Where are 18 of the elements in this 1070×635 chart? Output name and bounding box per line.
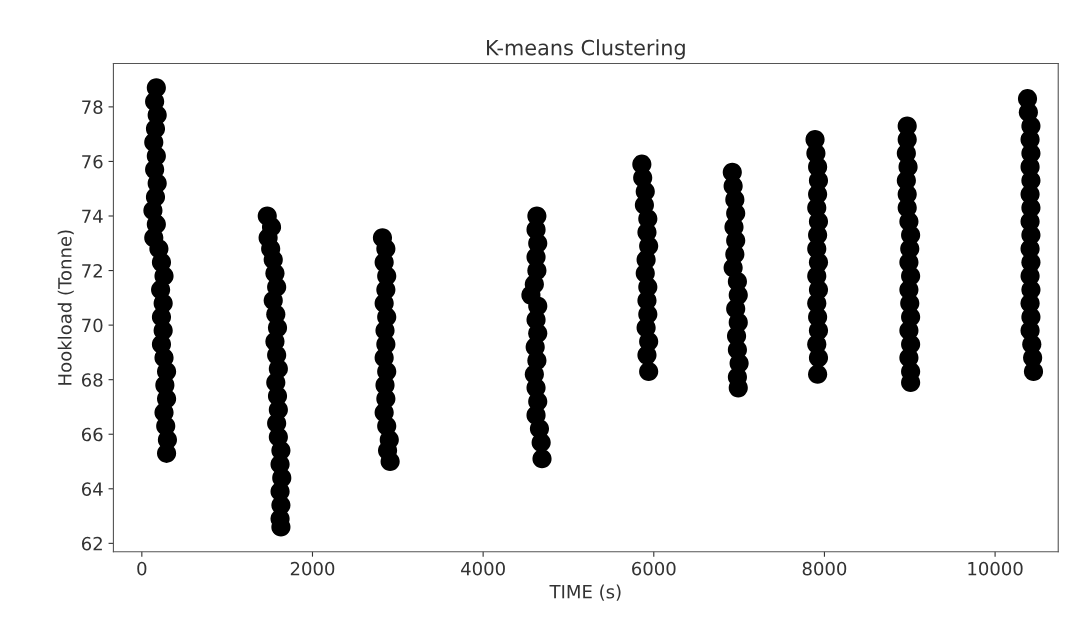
x-tick-label: 8000 [802, 561, 847, 576]
chart-title: K-means Clustering [487, 39, 685, 60]
y-tick-label: 72 [82, 264, 102, 278]
y-tick-label: 70 [82, 318, 103, 333]
y-tick-label: 68 [81, 373, 103, 387]
y-tick-label: 78 [82, 100, 103, 114]
y-tick-label: 64 [81, 482, 103, 496]
y-tick-label: 66 [81, 427, 103, 442]
y-axis-title: Hookload (Tonne) [57, 230, 74, 385]
x-tick-label: 0 [137, 561, 147, 576]
y-tick-label: 76 [82, 154, 103, 169]
x-axis-title: TIME (s) [549, 584, 621, 601]
y-tick-label: 74 [82, 209, 103, 223]
x-tick-label: 2000 [290, 561, 335, 576]
x-tick-label: 4000 [461, 561, 505, 576]
x-tick-label: 6000 [632, 561, 676, 576]
y-tick-label: 62 [81, 536, 102, 551]
x-tick-label: 10000 [968, 561, 1023, 576]
